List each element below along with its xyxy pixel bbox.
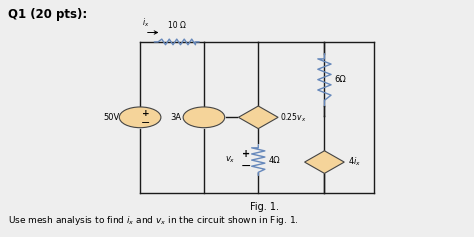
Polygon shape [238, 106, 278, 129]
Text: $4i_x$: $4i_x$ [348, 156, 361, 168]
Circle shape [183, 107, 225, 128]
Text: 6Ω: 6Ω [335, 75, 346, 84]
Text: −: − [141, 118, 150, 128]
Text: Fig. 1.: Fig. 1. [250, 202, 279, 212]
Text: −: − [241, 160, 252, 173]
Text: +: + [142, 109, 150, 118]
Text: 10 Ω: 10 Ω [168, 21, 186, 30]
Text: 50V: 50V [104, 113, 120, 122]
Text: Q1 (20 pts):: Q1 (20 pts): [8, 8, 87, 21]
Text: 3A: 3A [170, 113, 181, 122]
Text: Use mesh analysis to find $i_x$ and $v_x$ in the circuit shown in Fig. 1.: Use mesh analysis to find $i_x$ and $v_x… [8, 214, 299, 228]
Text: 4Ω: 4Ω [269, 155, 280, 164]
Text: 0.25$v_x$: 0.25$v_x$ [281, 111, 307, 123]
Circle shape [119, 107, 161, 128]
Text: $v_x$: $v_x$ [225, 155, 236, 165]
Polygon shape [305, 151, 344, 173]
Text: +: + [242, 149, 251, 159]
Text: $i_x$: $i_x$ [143, 16, 150, 29]
